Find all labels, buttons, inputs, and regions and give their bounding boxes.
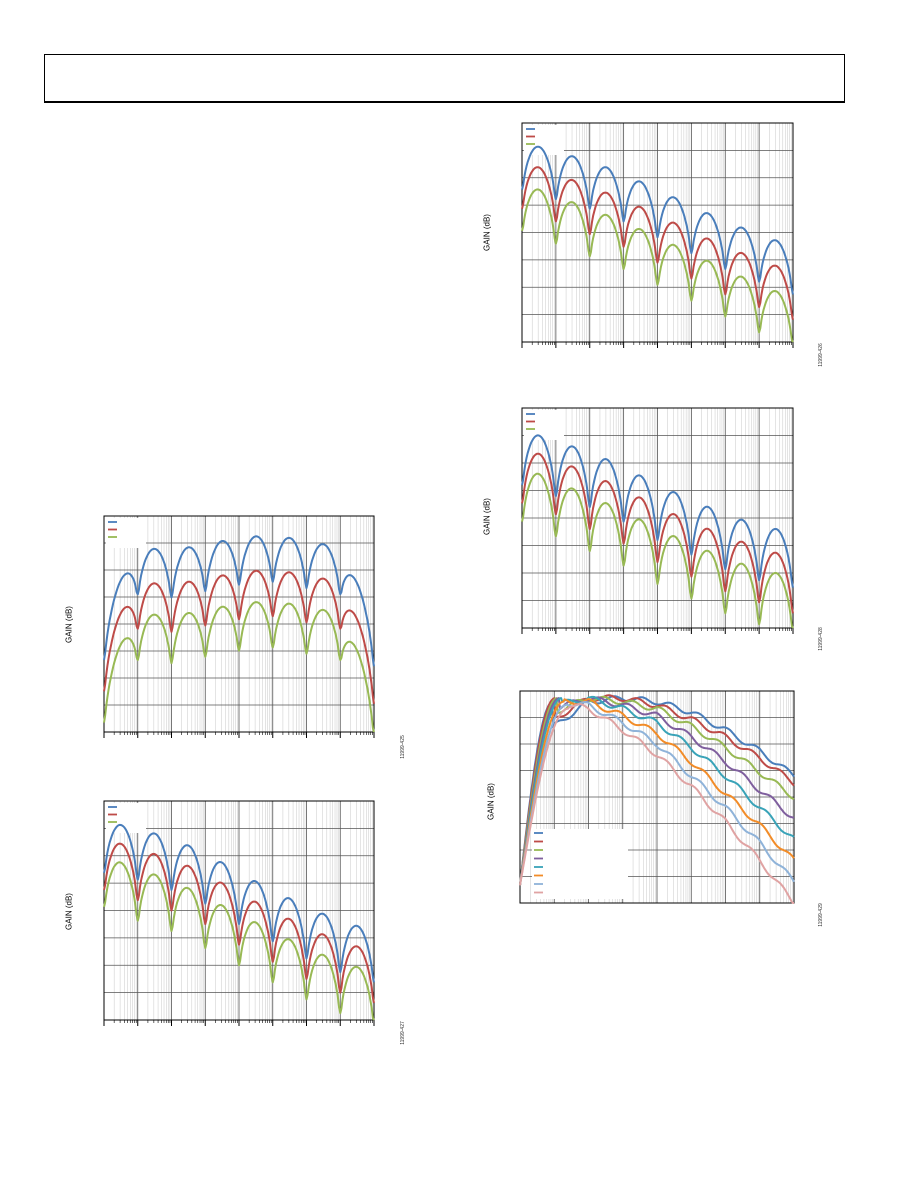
series-line (103, 842, 375, 1004)
series-line (519, 695, 795, 886)
series-line (521, 166, 794, 320)
series-line (103, 569, 375, 704)
gain-chart-425 (103, 515, 375, 738)
legend (524, 410, 564, 440)
series-line (103, 601, 375, 733)
x-axis-ticks (103, 1020, 375, 1026)
figure-id: 11999-426 (818, 343, 824, 367)
series-line (521, 434, 794, 588)
legend-box (106, 803, 146, 833)
plot-frame (519, 690, 795, 904)
grid (521, 122, 793, 343)
figure-id: 11999-429 (818, 903, 824, 927)
figure-id: 11999-427 (400, 1021, 406, 1045)
legend-box (106, 518, 146, 548)
series-line (519, 703, 794, 904)
series-line (521, 472, 794, 629)
series-line (521, 188, 794, 343)
page-header-box (44, 54, 845, 103)
series-line (103, 823, 375, 983)
gain-chart-426 (521, 122, 794, 348)
legend-box (532, 829, 628, 899)
x-axis-ticks (103, 732, 375, 738)
figure-id: 11999-425 (400, 735, 406, 759)
series-line (519, 701, 795, 886)
series-line (103, 535, 375, 667)
legend (532, 829, 628, 899)
y-axis-label: GAIN (dB) (482, 498, 492, 535)
x-axis-ticks (521, 628, 794, 634)
legend-box (524, 410, 564, 440)
gain-chart-429 (519, 690, 795, 904)
series-line (521, 145, 794, 295)
figure-id: 11999-428 (818, 627, 824, 651)
series-line (519, 698, 795, 886)
grid (521, 407, 793, 629)
x-axis-ticks (521, 342, 794, 348)
legend (106, 803, 146, 833)
y-axis-label: GAIN (dB) (486, 783, 496, 820)
series-line (103, 861, 375, 1021)
y-axis-label: GAIN (dB) (64, 893, 74, 930)
gain-chart-428 (521, 407, 794, 634)
series-line (519, 696, 795, 886)
series-line (521, 452, 794, 614)
y-axis-label: GAIN (dB) (64, 606, 74, 643)
y-axis-label: GAIN (dB) (482, 214, 492, 251)
legend (106, 518, 146, 548)
gain-chart-427 (103, 800, 375, 1026)
